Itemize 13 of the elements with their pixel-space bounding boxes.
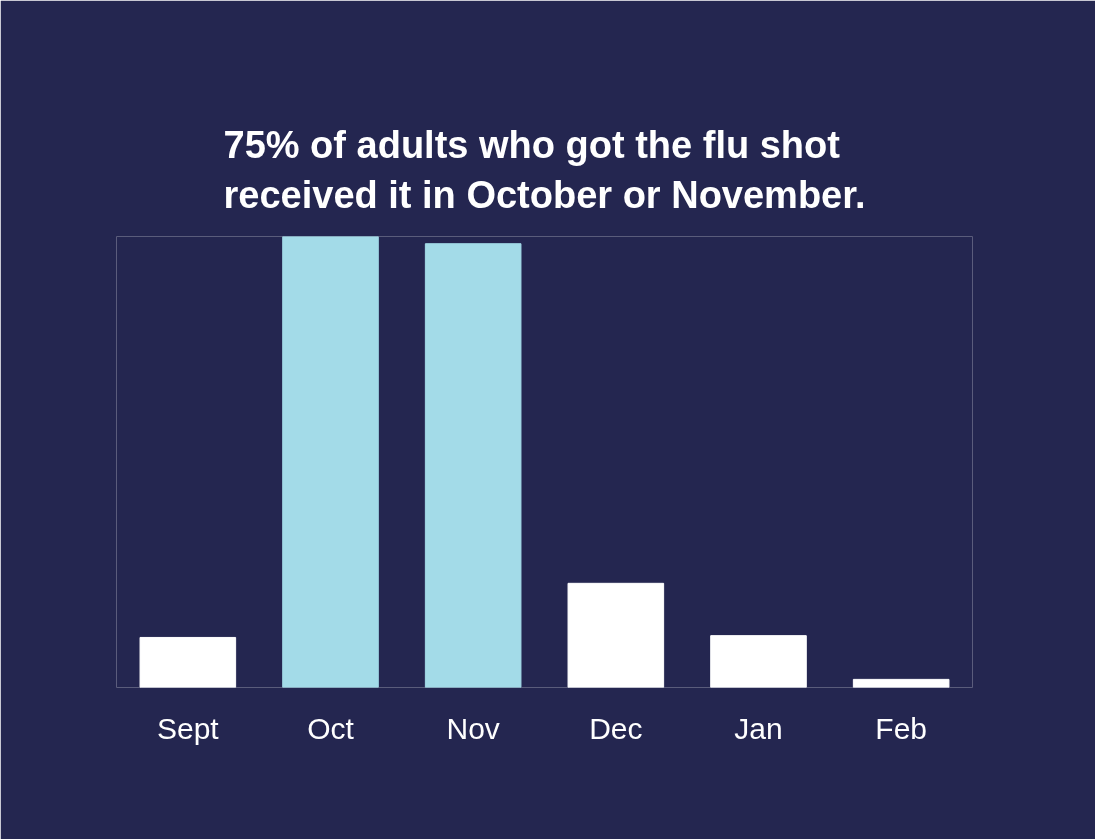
x-tick-label: Nov <box>446 711 500 745</box>
bar <box>282 236 379 688</box>
bar <box>852 678 950 688</box>
bar <box>567 582 665 688</box>
x-tick-label: Feb <box>875 711 928 745</box>
bar <box>139 636 237 688</box>
x-tick-label: Dec <box>589 711 643 745</box>
bar <box>710 635 807 688</box>
x-tick-label: Oct <box>307 711 355 745</box>
chart-title: 75% of adults who got the flu shot received it in October or November. <box>223 124 866 217</box>
x-tick-label: Jan <box>734 711 783 745</box>
bar <box>424 243 522 688</box>
x-tick-label: Sept <box>156 711 220 745</box>
